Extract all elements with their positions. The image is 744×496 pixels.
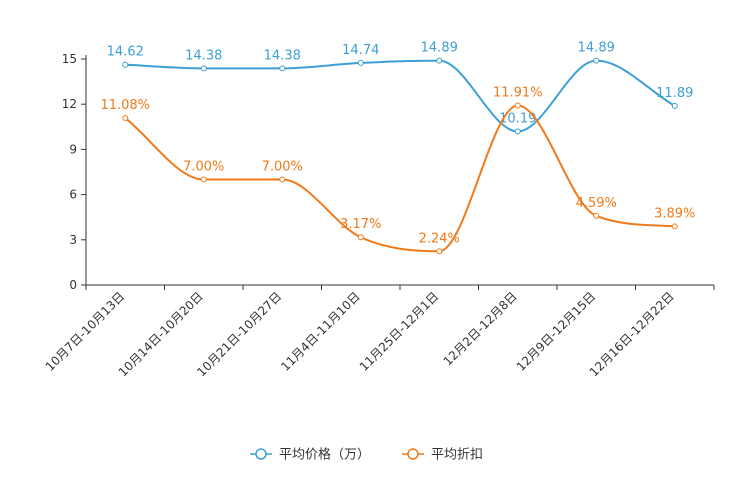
data-label: 14.74: [342, 43, 379, 58]
x-tick-label: 12月9日-12月15日: [514, 289, 599, 374]
y-tick-label: 12: [62, 97, 77, 111]
x-tick-label: 12月16日-12月22日: [587, 289, 677, 379]
data-point[interactable]: [279, 65, 286, 72]
data-label: 14.62: [107, 45, 144, 60]
data-label: 11.08%: [100, 98, 150, 113]
data-label: 14.38: [185, 48, 222, 63]
x-tick-label: 11月4日-11月10日: [278, 289, 363, 374]
legend-item-1[interactable]: 平均折扣: [402, 448, 483, 463]
series-line-1: [124, 104, 675, 253]
data-point[interactable]: [436, 248, 443, 255]
data-point[interactable]: [514, 128, 521, 135]
data-label: 7.00%: [262, 160, 303, 175]
data-point[interactable]: [279, 176, 286, 183]
data-label: 11.89: [656, 86, 693, 101]
data-point[interactable]: [671, 223, 678, 230]
chart-legend[interactable]: 平均价格（万） 平均折扣: [250, 447, 483, 463]
data-point[interactable]: [200, 176, 207, 183]
data-point[interactable]: [122, 61, 129, 68]
legend-item-0[interactable]: 平均价格（万）: [250, 447, 370, 463]
legend-circle-icon: [255, 448, 267, 460]
series-line-0: [125, 59, 676, 133]
data-point[interactable]: [514, 102, 521, 109]
data-label: 11.91%: [493, 86, 543, 101]
x-tick-label: 11月25日-12月1日: [357, 289, 442, 374]
data-point[interactable]: [122, 115, 129, 122]
data-label: 2.24%: [419, 231, 460, 246]
y-tick-label: 9: [69, 142, 77, 156]
data-label: 3.89%: [654, 206, 695, 221]
y-tick-label: 0: [69, 278, 77, 292]
data-point[interactable]: [593, 57, 600, 64]
data-label: 14.89: [421, 41, 458, 56]
data-point[interactable]: [671, 102, 678, 109]
y-tick-label: 15: [62, 52, 77, 66]
legend-circle-icon: [407, 448, 419, 460]
data-label: 14.89: [578, 41, 615, 56]
data-label: 10.19: [499, 111, 536, 126]
data-label: 7.00%: [183, 160, 224, 175]
data-label: 4.59%: [576, 196, 617, 211]
series-layer: 14.62 14.38 14.38 14.74 14.89 10.19 14.89 11.89…: [100, 41, 695, 255]
data-label: 14.38: [264, 48, 301, 63]
data-point[interactable]: [593, 212, 600, 219]
x-tick-label: 10月14日-10月20日: [116, 289, 206, 379]
y-tick-label: 6: [69, 188, 77, 202]
legend-label: 平均价格（万）: [279, 447, 370, 463]
x-tick-label: 10月7日-10月13日: [43, 289, 128, 374]
x-tick-label: 12月2日-12月8日: [441, 289, 520, 368]
x-tick-label: 10月21日-10月27日: [194, 289, 284, 379]
data-point[interactable]: [200, 65, 207, 72]
data-point[interactable]: [436, 57, 443, 64]
y-tick-label: 3: [69, 233, 77, 247]
data-point[interactable]: [357, 59, 364, 66]
data-point[interactable]: [357, 234, 364, 241]
legend-label: 平均折扣: [431, 448, 483, 463]
data-label: 3.17%: [340, 217, 381, 232]
